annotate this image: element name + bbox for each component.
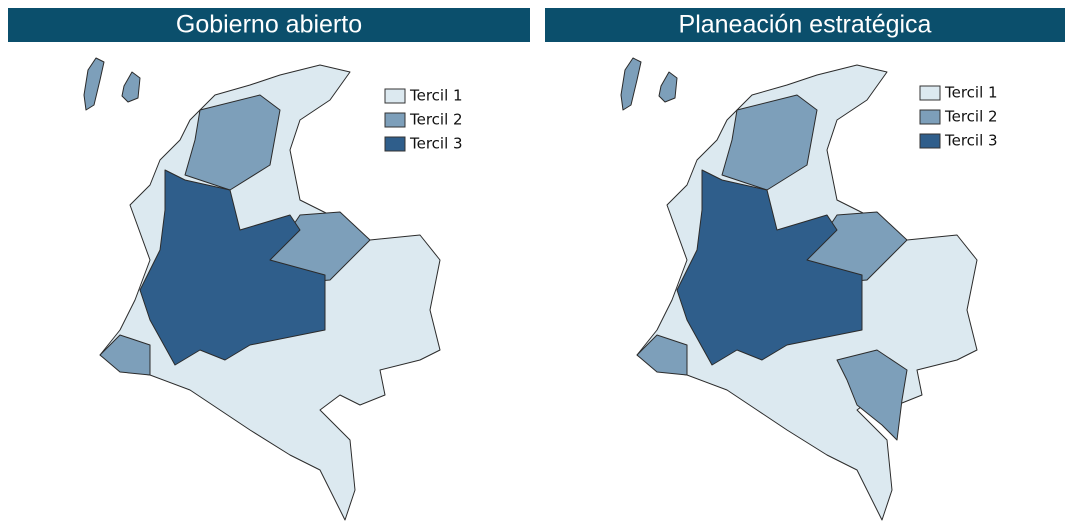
legend-label: Tercil 1 — [944, 84, 998, 102]
legend-label: Tercil 1 — [409, 87, 463, 105]
title-bar — [8, 8, 530, 42]
title-bar — [545, 8, 1065, 42]
legend-swatch — [919, 133, 941, 149]
legend-label: Tercil 3 — [409, 135, 463, 153]
panel-right: Planeación estratégica Tercil 1 Tercil 2… — [545, 8, 1065, 521]
legend-label: Tercil 2 — [944, 108, 998, 126]
legend-label: Tercil 3 — [944, 132, 998, 150]
panel-left: Gobierno abierto Tercil 1 Tercil 2 Terci… — [8, 8, 530, 521]
legend-label: Tercil 2 — [409, 111, 463, 129]
legend-swatch — [384, 112, 406, 128]
region — [83, 57, 105, 111]
region — [620, 57, 642, 111]
map — [620, 57, 978, 521]
panel-title: Planeación estratégica — [679, 11, 932, 39]
region — [121, 71, 141, 103]
legend-swatch — [384, 136, 406, 152]
legend-swatch — [919, 109, 941, 125]
region — [658, 71, 678, 103]
panel-title: Gobierno abierto — [176, 11, 362, 39]
legend-swatch — [384, 88, 406, 104]
legend-swatch — [919, 85, 941, 101]
